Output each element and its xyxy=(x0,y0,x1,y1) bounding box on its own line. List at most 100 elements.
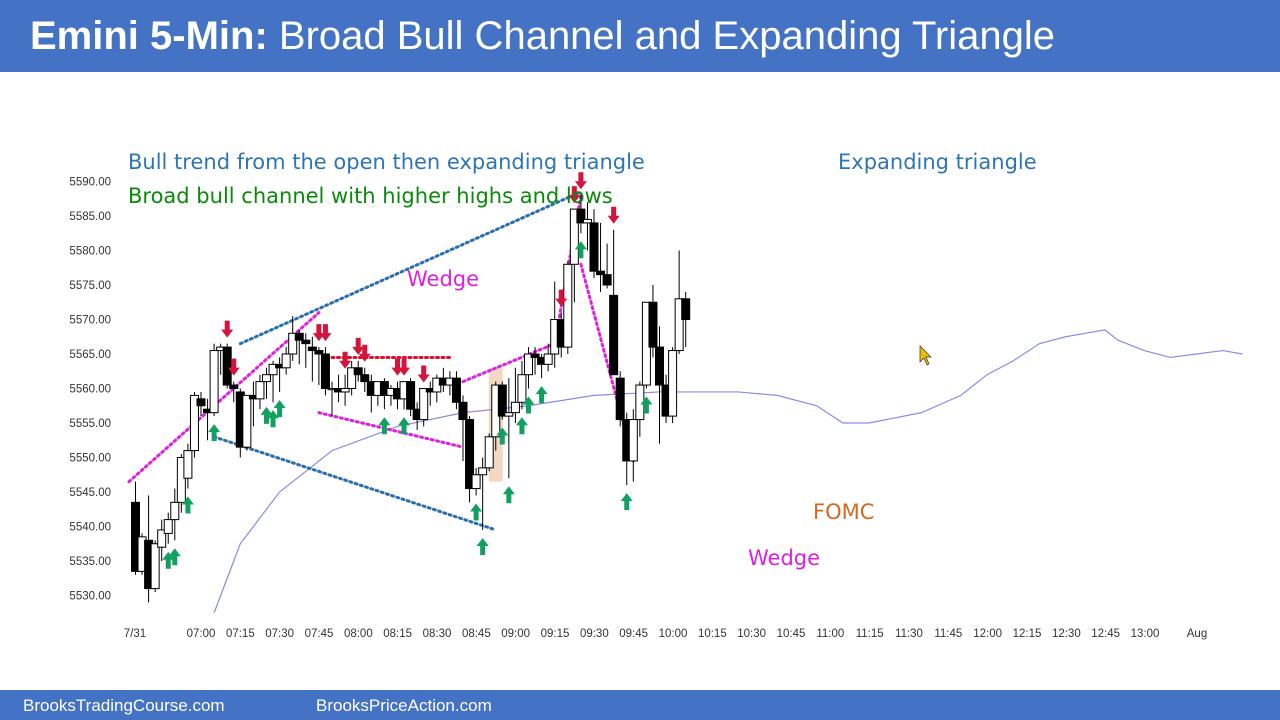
bear-candle-body xyxy=(615,377,625,421)
x-tick-label: 12:45 xyxy=(1091,628,1120,640)
candle xyxy=(255,374,265,410)
bull-arrow-icon xyxy=(496,427,509,445)
candle xyxy=(681,291,691,348)
bear-arrow-icon xyxy=(568,186,581,204)
candle xyxy=(307,336,317,382)
x-tick-label: 09:15 xyxy=(541,628,570,640)
bull-arrow-icon xyxy=(267,410,280,428)
bear-candle-body xyxy=(596,270,606,276)
y-tick-label: 5590.00 xyxy=(69,177,111,189)
candle xyxy=(602,243,612,289)
bull-candle-body xyxy=(262,374,271,383)
bull-arrow-icon xyxy=(470,503,483,521)
candle xyxy=(648,285,658,358)
ema-line xyxy=(213,329,1243,613)
bear-arrow-icon xyxy=(391,358,404,376)
x-tick-label: 7/31 xyxy=(124,628,146,640)
magenta-dotted-trendline xyxy=(317,411,465,449)
bear-candle-body xyxy=(451,377,461,403)
candle xyxy=(615,371,625,427)
bull-arrow-icon xyxy=(273,399,286,417)
x-tick-label: 09:30 xyxy=(580,628,609,640)
bear-candle-body xyxy=(229,384,239,389)
y-axis: 5590.00 5585.00 5580.00 5575.00 5570.00 5565.… xyxy=(69,177,111,603)
candle xyxy=(478,457,488,530)
bull-candle-body xyxy=(471,474,481,490)
bull-candle-body xyxy=(419,388,429,421)
bear-candle-body xyxy=(681,298,691,320)
y-tick-label: 5545.00 xyxy=(69,487,111,499)
y-tick-label: 5535.00 xyxy=(69,556,111,568)
candle xyxy=(524,347,533,389)
x-tick-label: 11:45 xyxy=(934,628,962,640)
candle xyxy=(484,433,494,472)
cursor-icon xyxy=(919,345,932,366)
candle xyxy=(582,202,592,251)
bull-candle-body xyxy=(163,519,173,534)
bear-arrow-icon xyxy=(319,324,332,342)
bear-candle-body xyxy=(307,346,317,352)
y-tick-label: 5575.00 xyxy=(69,280,111,292)
bear-arrow-icon xyxy=(607,206,620,224)
candle xyxy=(209,343,219,417)
bull-candle-body xyxy=(484,436,494,469)
bear-candle-body xyxy=(353,367,363,376)
footer-link-trading-course[interactable]: BrooksTradingCourse.com xyxy=(23,696,225,715)
slide-title-rest: Broad Bull Channel and Expanding Triangl… xyxy=(267,14,1055,58)
candle xyxy=(196,391,206,417)
bear-candle-body xyxy=(406,381,416,410)
x-tick-label: 11:30 xyxy=(895,628,923,640)
candle xyxy=(668,347,678,423)
x-tick-label: 09:00 xyxy=(501,628,530,640)
bear-candle-body xyxy=(314,350,324,355)
bull-arrow-icon xyxy=(515,417,528,435)
bull-candle-body xyxy=(668,350,678,417)
bull-candle-body xyxy=(189,394,199,452)
annotation-fomc: FOMC xyxy=(813,500,874,524)
bear-candle-body xyxy=(196,398,206,407)
bull-arrow-icon xyxy=(208,424,221,442)
trendlines-layer xyxy=(127,190,635,532)
candle xyxy=(320,347,330,396)
candle xyxy=(674,250,684,354)
bull-arrow-icon xyxy=(378,417,391,435)
bear-candle-body xyxy=(222,346,232,386)
x-tick-label: Aug xyxy=(1187,628,1207,640)
bull-candle-body xyxy=(183,450,193,479)
bear-candle-body xyxy=(576,208,586,224)
candle xyxy=(576,195,586,234)
x-tick-label: 08:45 xyxy=(462,628,491,640)
slide-title: Emini 5-Min: Broad Bull Channel and Expa… xyxy=(30,12,1055,60)
candle xyxy=(189,391,199,458)
bull-arrow-icon xyxy=(260,406,273,424)
candle xyxy=(242,394,252,451)
bear-candle-body xyxy=(465,419,475,490)
x-tick-label: 07:00 xyxy=(187,628,216,640)
candle xyxy=(504,378,514,479)
x-axis: 7/31 07:00 07:15 07:30 07:45 08:00 08:15 08:30 0… xyxy=(124,628,1207,640)
magenta-dotted-trendline xyxy=(461,193,583,384)
footer-bar: BrooksTradingCourse.com BrooksPriceActio… xyxy=(0,690,1280,720)
x-tick-label: 07:45 xyxy=(305,628,334,640)
x-tick-label: 12:00 xyxy=(973,628,1002,640)
footer-link-price-action[interactable]: BrooksPriceAction.com xyxy=(316,696,492,715)
bull-candle-body xyxy=(157,529,167,548)
bear-arrow-icon xyxy=(352,337,365,355)
bear-candle-body xyxy=(301,339,311,345)
x-tick-label: 10:00 xyxy=(659,628,688,640)
annotation-broad-channel: Broad bull channel with higher highs and… xyxy=(128,184,613,208)
x-tick-label: 13:00 xyxy=(1131,628,1160,640)
candle xyxy=(288,316,298,361)
bull-candle-body xyxy=(478,467,488,476)
header-bar: Emini 5-Min: Broad Bull Channel and Expa… xyxy=(0,0,1280,72)
candle xyxy=(510,367,520,423)
bull-candle-body xyxy=(524,353,533,376)
candle xyxy=(340,374,350,406)
candle xyxy=(229,381,239,403)
candle xyxy=(360,367,370,392)
candle xyxy=(628,409,638,482)
candle xyxy=(517,360,527,410)
y-tick-label: 5555.00 xyxy=(69,418,111,430)
bear-candle-body xyxy=(360,374,370,383)
bull-arrow-icon xyxy=(640,396,653,414)
